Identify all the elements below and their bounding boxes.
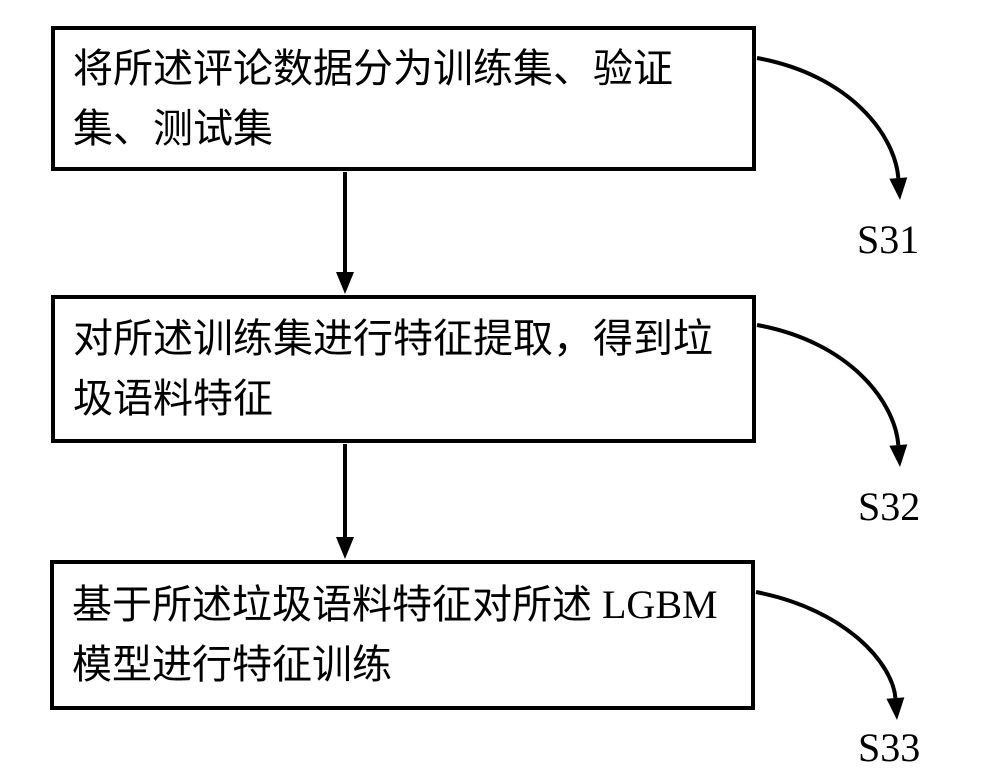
flow-step-2-text: 对所述训练集进行特征提取，得到垃圾语料特征 — [73, 309, 742, 429]
curved-arrow — [757, 58, 898, 178]
step-label-s32: S32 — [858, 483, 920, 530]
flow-step-3: 基于所述垃圾语料特征对所述 LGBM 模型进行特征训练 — [50, 560, 755, 710]
arrowhead-icon — [336, 272, 354, 294]
flow-step-3-text: 基于所述垃圾语料特征对所述 LGBM 模型进行特征训练 — [72, 575, 741, 695]
flow-step-2: 对所述训练集进行特征提取，得到垃圾语料特征 — [51, 295, 756, 443]
arrowhead-icon — [886, 697, 904, 720]
arrowhead-icon — [336, 537, 354, 559]
curved-arrow — [756, 592, 895, 698]
flow-step-1: 将所述评论数据分为训练集、验证集、测试集 — [51, 26, 756, 171]
curved-arrow — [757, 325, 898, 445]
arrowhead-icon — [889, 444, 907, 467]
arrowhead-icon — [889, 177, 907, 200]
flow-step-1-text: 将所述评论数据分为训练集、验证集、测试集 — [73, 39, 742, 159]
step-label-s31: S31 — [857, 216, 919, 263]
flowchart-canvas: 将所述评论数据分为训练集、验证集、测试集 对所述训练集进行特征提取，得到垃圾语料… — [0, 0, 1000, 773]
step-label-s33: S33 — [858, 724, 920, 771]
